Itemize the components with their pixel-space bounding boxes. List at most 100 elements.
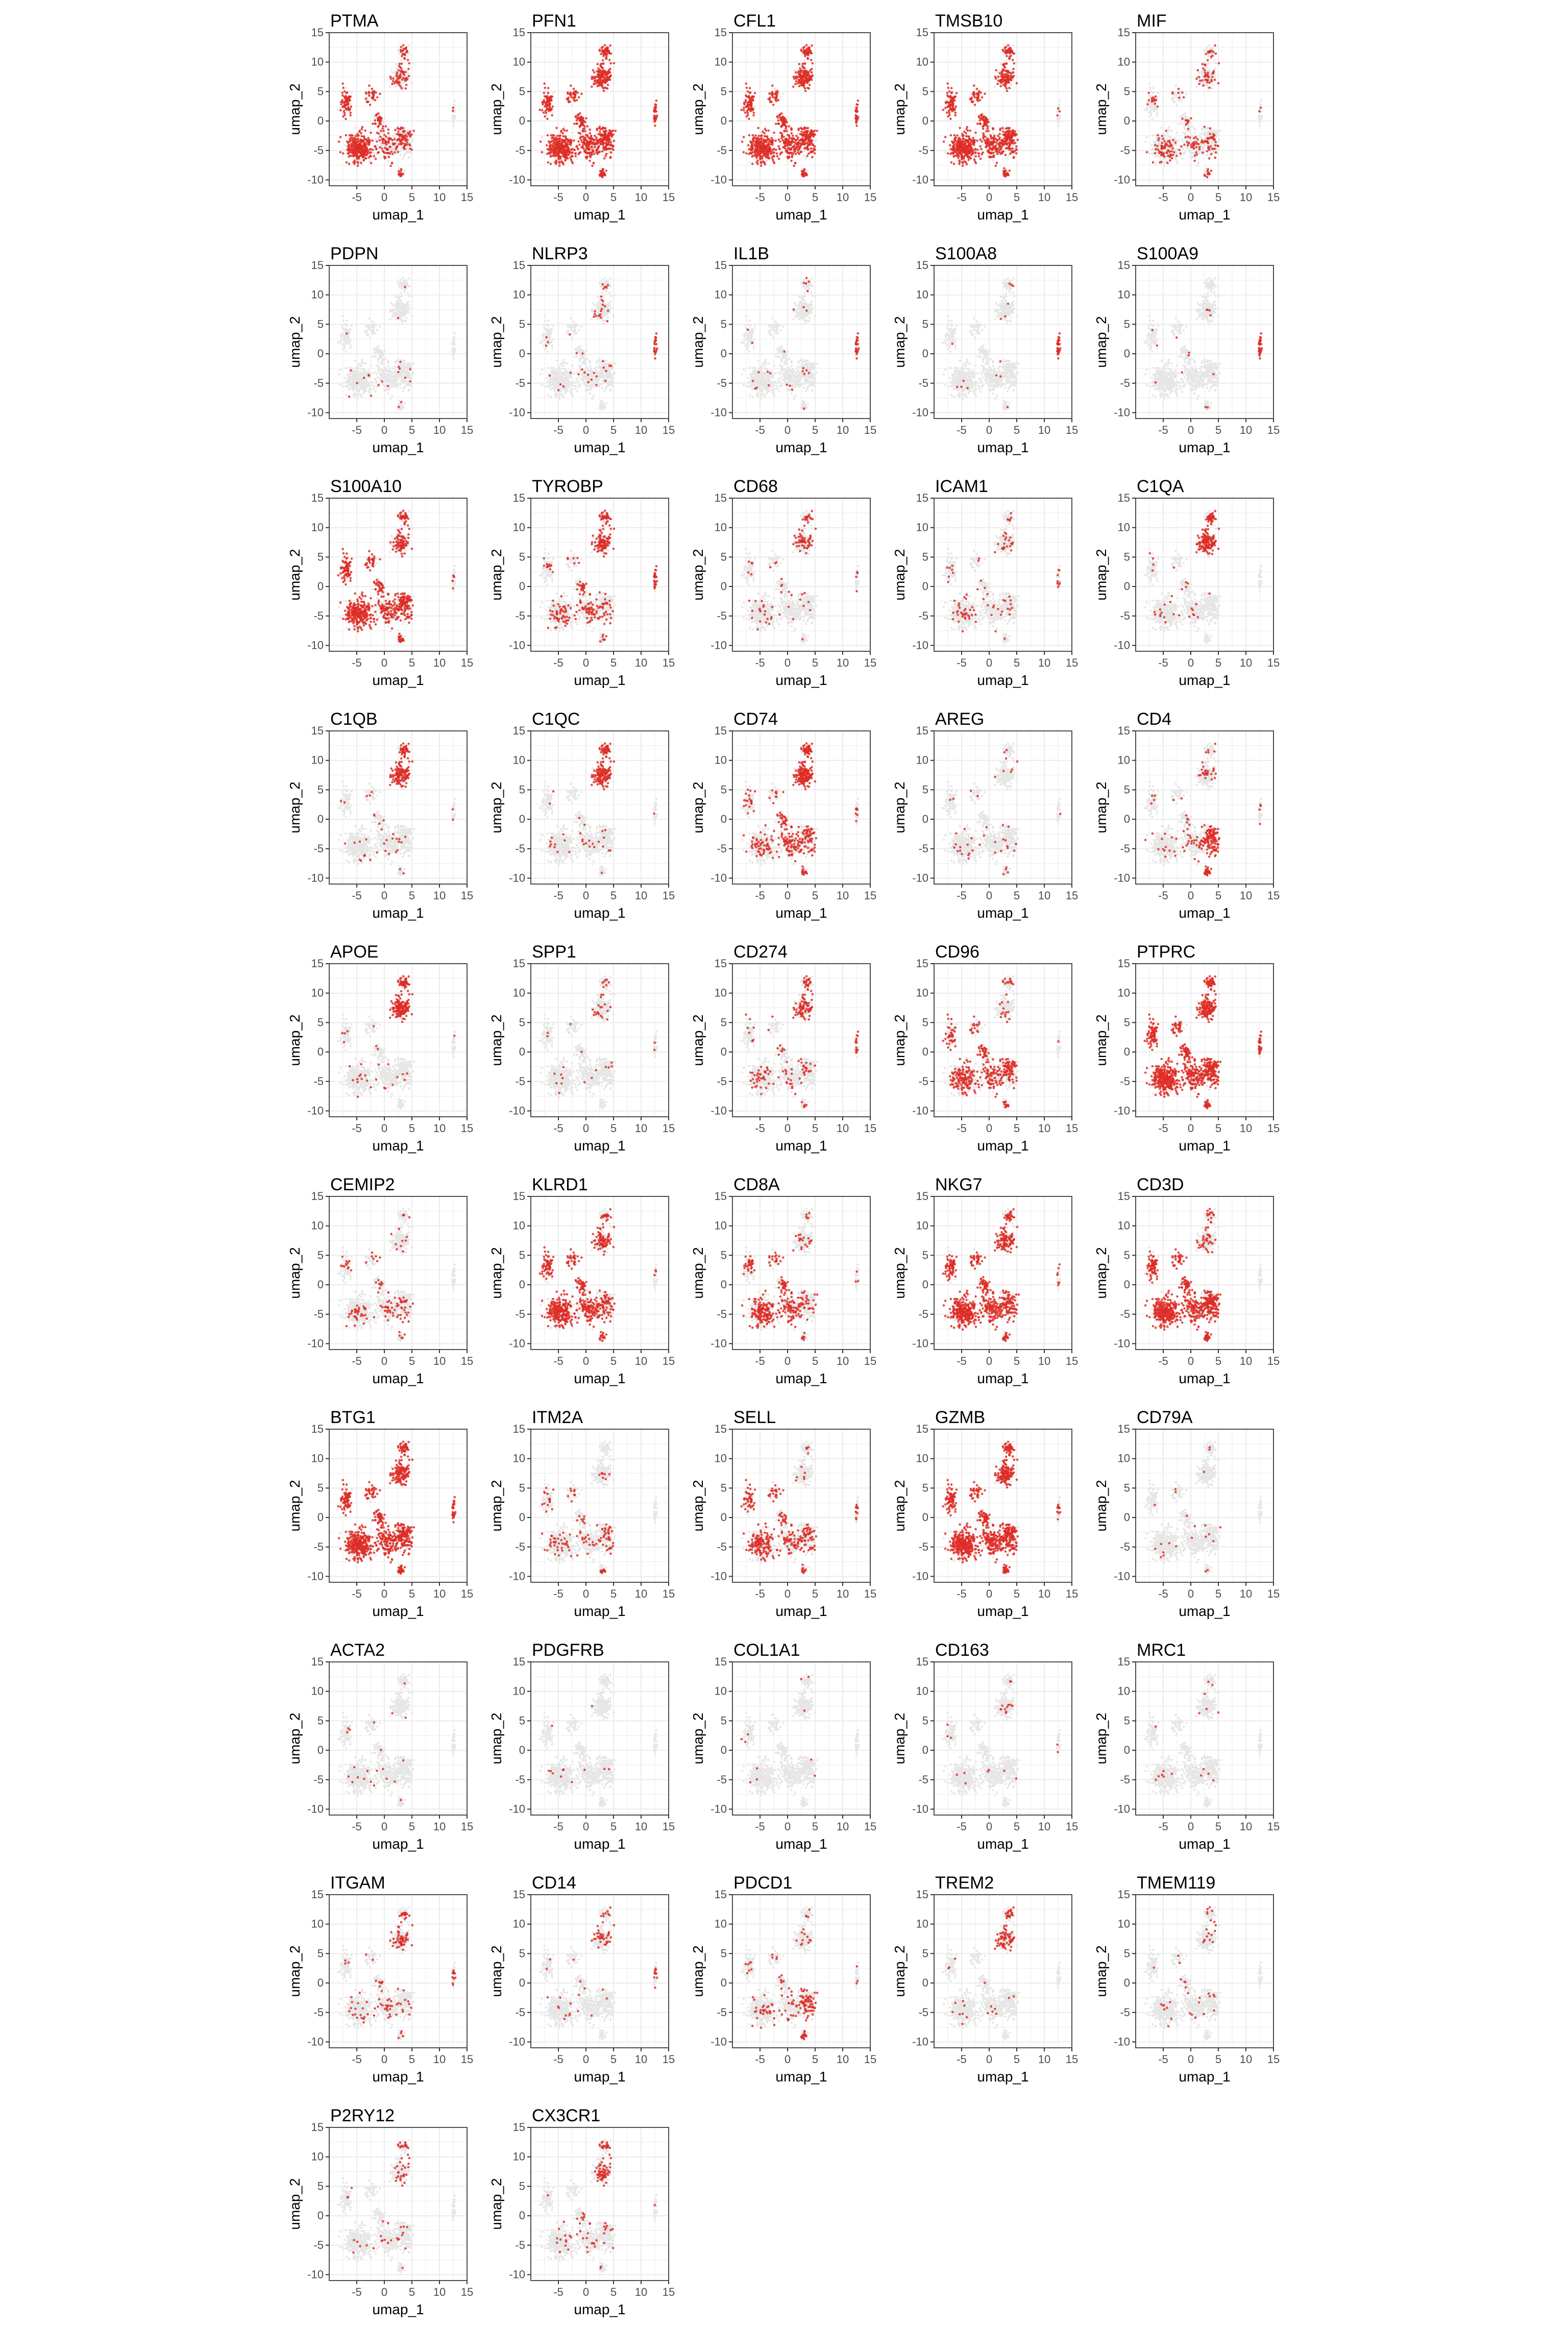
point-expressed [347, 152, 350, 155]
point-expressed [605, 137, 608, 140]
point-expressed [352, 142, 355, 145]
point-expressed [394, 151, 396, 154]
point-expressed [772, 152, 775, 154]
point-expressed [349, 95, 352, 98]
point-expressed [345, 101, 348, 103]
point-expressed [785, 139, 788, 142]
point-expressed [1009, 142, 1011, 145]
point-expressed [777, 145, 780, 148]
point-expressed [558, 137, 561, 140]
point-expressed [609, 140, 612, 143]
point-expressed [750, 107, 753, 110]
point-expressed [966, 140, 969, 143]
point-expressed [392, 143, 395, 145]
point-expressed [1002, 130, 1004, 133]
point-expressed [771, 158, 774, 161]
point-expressed [786, 134, 789, 136]
point-expressed [593, 145, 596, 149]
point-expressed [785, 127, 788, 130]
point-expressed [986, 127, 989, 130]
point-expressed [350, 105, 353, 108]
point-expressed [361, 145, 364, 148]
point-expressed [567, 145, 570, 149]
point-low [992, 159, 994, 162]
point-expressed [366, 148, 369, 150]
point-expressed [990, 152, 993, 154]
point-expressed [354, 151, 357, 154]
point-expressed [949, 153, 952, 155]
point-low [601, 154, 604, 156]
point-expressed [1003, 167, 1006, 170]
point-expressed [543, 91, 546, 94]
point-expressed [767, 138, 770, 140]
point-expressed [1057, 107, 1060, 110]
point-low [612, 82, 615, 85]
point-expressed [402, 173, 405, 176]
point-expressed [744, 111, 747, 114]
point-expressed [749, 101, 752, 104]
point-expressed [360, 161, 362, 164]
point-expressed [360, 147, 363, 150]
point-expressed [375, 91, 377, 94]
point-expressed [546, 96, 549, 99]
point-expressed [948, 90, 951, 93]
point-expressed [606, 87, 609, 90]
point-low [339, 107, 342, 109]
point-expressed [997, 134, 999, 137]
point-expressed [794, 71, 797, 74]
point-expressed [594, 143, 597, 145]
point-expressed [596, 85, 599, 88]
point-low [453, 104, 456, 106]
point-expressed [995, 77, 997, 80]
point-expressed [950, 91, 953, 94]
point-low [1058, 100, 1061, 102]
point-expressed [752, 111, 755, 114]
point-expressed [569, 156, 572, 159]
point-expressed [598, 145, 600, 148]
point-expressed [1006, 138, 1009, 141]
point-expressed [565, 155, 568, 158]
feature-plot-ptma: PTMA -5 0 5 10 15 -10 -5 0 5 10 15 umap_1 umap_2 [283, 7, 487, 242]
y-tick-label: 15 [311, 26, 324, 39]
point-expressed [607, 143, 610, 146]
point-low [576, 138, 578, 141]
point-expressed [989, 134, 992, 137]
point-expressed [596, 149, 598, 152]
point-expressed [361, 126, 364, 129]
point-low [1157, 92, 1160, 94]
point-expressed [603, 173, 606, 176]
point-expressed [357, 140, 359, 143]
point-expressed [403, 137, 406, 140]
point-expressed [592, 162, 595, 164]
point-expressed [792, 76, 795, 78]
point-expressed [603, 134, 606, 136]
point-expressed [984, 119, 986, 122]
point-low [452, 121, 454, 124]
point-expressed [374, 122, 376, 125]
point-low [972, 156, 975, 159]
point-expressed [405, 143, 408, 146]
point-expressed [750, 141, 753, 144]
point-expressed [969, 138, 972, 140]
point-expressed [777, 157, 780, 160]
point-low [753, 105, 755, 108]
point-low [541, 107, 544, 109]
point-expressed [745, 94, 747, 97]
x-tick-label: 15 [864, 191, 876, 204]
point-expressed [766, 152, 769, 155]
point-expressed [601, 69, 604, 72]
point-expressed [374, 157, 377, 160]
point-expressed [784, 144, 787, 148]
point-expressed [399, 85, 402, 88]
point-expressed [974, 162, 977, 164]
point-expressed [964, 154, 966, 157]
point-expressed [805, 142, 807, 144]
point-low [344, 144, 347, 146]
point-expressed [804, 147, 807, 150]
point-low [1057, 121, 1059, 124]
point-expressed [792, 137, 794, 140]
point-low [970, 91, 972, 94]
point-expressed [1004, 131, 1007, 134]
point-expressed [381, 127, 384, 130]
point-expressed [997, 75, 1000, 78]
